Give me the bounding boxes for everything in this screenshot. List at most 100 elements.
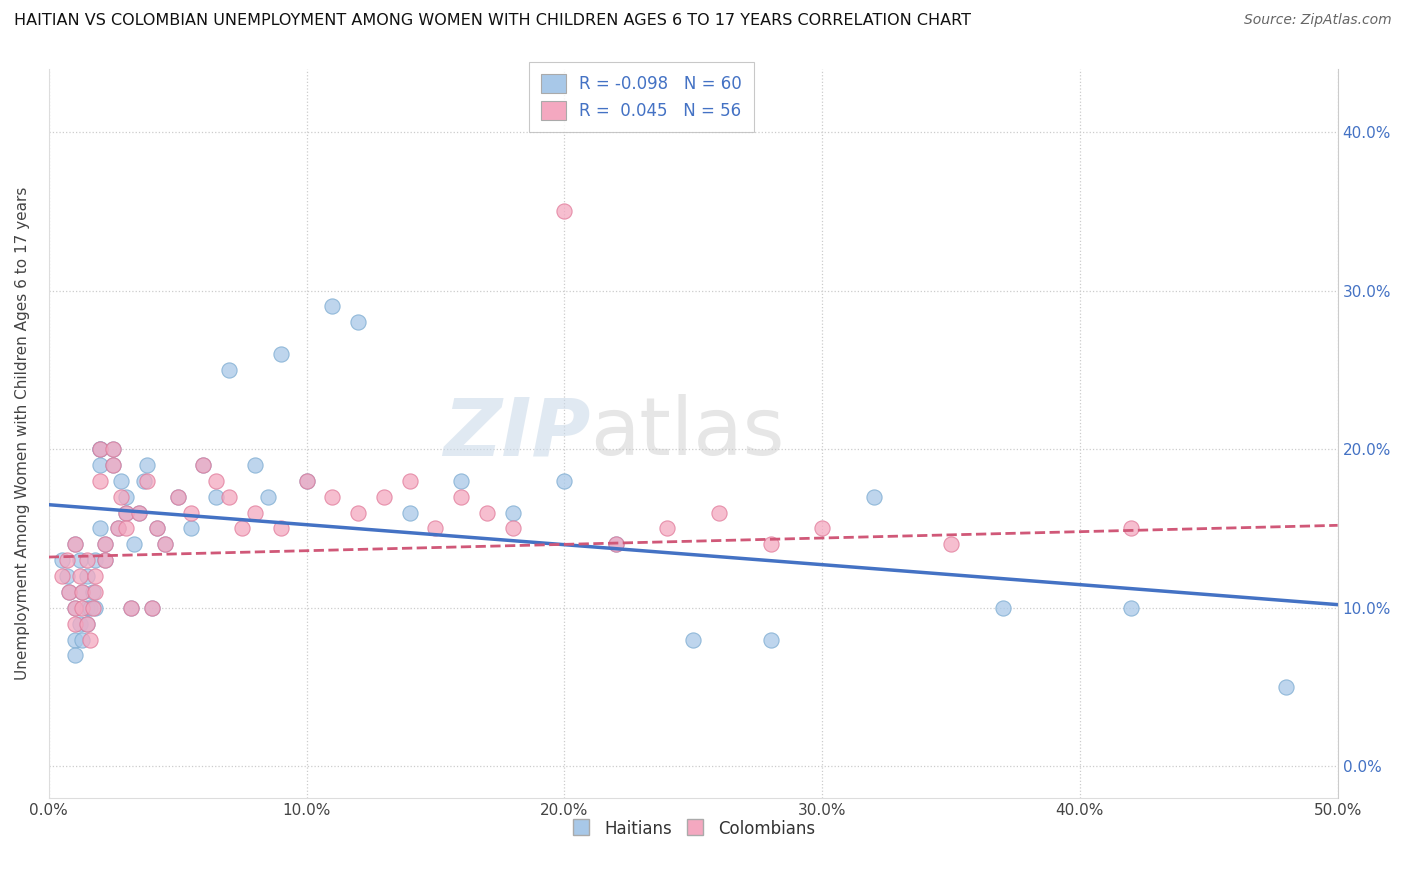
Point (193, 458, 215, 472)
Point (69, 616, 91, 631)
Point (759, 537, 782, 551)
Point (425, 521, 447, 535)
Point (218, 490, 240, 504)
Point (811, 521, 834, 535)
Point (122, 537, 145, 551)
Point (398, 474, 420, 488)
Point (141, 600, 163, 615)
Point (128, 506, 150, 520)
Point (205, 490, 228, 504)
Point (605, 537, 627, 551)
Point (166, 490, 188, 504)
Point (84, 585, 107, 599)
Point (153, 537, 176, 551)
Point (257, 490, 280, 504)
Point (89, 442, 111, 457)
Point (107, 521, 129, 535)
Point (373, 490, 395, 504)
Point (72, 585, 94, 599)
Point (135, 474, 157, 488)
Point (72, 600, 94, 615)
Point (166, 490, 188, 504)
Point (84, 569, 107, 583)
Point (94, 537, 117, 551)
Point (321, 300, 343, 314)
Point (76, 569, 98, 583)
Point (63, 600, 86, 615)
Point (58, 585, 80, 599)
Point (1121, 600, 1143, 615)
Point (89, 458, 111, 472)
Y-axis label: Unemployment Among Women with Children Ages 6 to 17 years: Unemployment Among Women with Children A… (15, 186, 30, 680)
Point (146, 521, 169, 535)
Point (134, 474, 156, 488)
Point (89, 521, 111, 535)
Point (69, 553, 91, 567)
Point (180, 506, 202, 520)
Point (657, 521, 679, 535)
Point (243, 506, 266, 520)
Point (120, 600, 142, 615)
Point (146, 521, 169, 535)
Point (321, 490, 343, 504)
Point (347, 315, 370, 329)
Point (347, 506, 370, 520)
Point (218, 363, 240, 377)
Text: Source: ZipAtlas.com: Source: ZipAtlas.com (1244, 13, 1392, 28)
Point (270, 347, 292, 361)
Point (759, 632, 782, 647)
Point (76, 616, 98, 631)
Point (115, 521, 138, 535)
Point (295, 474, 318, 488)
Point (1121, 521, 1143, 535)
Point (153, 537, 176, 551)
Point (682, 632, 704, 647)
Text: atlas: atlas (591, 394, 785, 473)
Point (103, 458, 125, 472)
Point (110, 474, 132, 488)
Point (94, 553, 117, 567)
Point (82, 585, 104, 599)
Point (72, 585, 94, 599)
Point (89, 474, 111, 488)
Point (82, 600, 104, 615)
Point (502, 521, 524, 535)
Point (939, 537, 962, 551)
Point (94, 553, 117, 567)
Point (502, 506, 524, 520)
Point (84, 600, 107, 615)
Point (63, 600, 86, 615)
Point (89, 442, 111, 457)
Point (94, 537, 117, 551)
Point (63, 616, 86, 631)
Point (89, 442, 111, 457)
Point (295, 474, 318, 488)
Point (84, 553, 107, 567)
Point (56, 553, 79, 567)
Point (51, 553, 73, 567)
Point (63, 648, 86, 663)
Point (141, 600, 163, 615)
Point (991, 600, 1014, 615)
Point (115, 506, 138, 520)
Point (553, 474, 575, 488)
Point (205, 474, 228, 488)
Point (115, 490, 138, 504)
Point (103, 458, 125, 472)
Point (135, 458, 157, 472)
Point (76, 616, 98, 631)
Point (270, 521, 292, 535)
Point (243, 458, 266, 472)
Point (103, 442, 125, 457)
Point (193, 458, 215, 472)
Point (128, 506, 150, 520)
Point (51, 569, 73, 583)
Point (63, 537, 86, 551)
Point (605, 537, 627, 551)
Point (107, 521, 129, 535)
Point (553, 204, 575, 219)
Point (475, 506, 498, 520)
Point (76, 553, 98, 567)
Point (115, 506, 138, 520)
Point (79, 632, 101, 647)
